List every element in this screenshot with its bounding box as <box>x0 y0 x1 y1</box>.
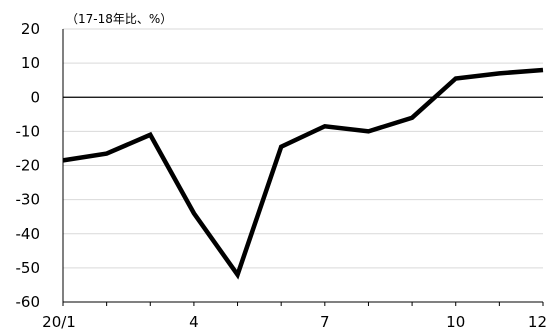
y-tick-label: -20 <box>16 157 41 175</box>
series-line <box>62 67 544 280</box>
x-axis-tick-marks <box>62 301 544 306</box>
y-tick-label: 20 <box>21 20 40 38</box>
x-tick-label: 7 <box>320 313 330 331</box>
x-axis-tick-labels: 20/1 4 7 10 12 <box>42 313 547 331</box>
x-tick-label: 10 <box>446 313 465 331</box>
y-tick-label: 0 <box>30 88 40 106</box>
y-tick-label: 10 <box>21 54 40 72</box>
y-tick-label: -10 <box>16 122 41 140</box>
y-axis-tick-labels: 20 10 0 -10 -20 -30 -40 -50 -60 <box>16 20 41 311</box>
unit-note: （17-18年比、%） <box>66 12 172 26</box>
y-tick-label: -40 <box>16 225 41 243</box>
y-tick-label: -60 <box>16 293 41 311</box>
y-tick-label: -30 <box>16 191 41 209</box>
grid-lines <box>63 28 543 303</box>
x-tick-label: 12 <box>528 313 547 331</box>
x-tick-label: 20/1 <box>42 313 76 331</box>
x-tick-label: 4 <box>189 313 199 331</box>
series-layer <box>62 67 544 280</box>
y-tick-label: -50 <box>16 259 41 277</box>
